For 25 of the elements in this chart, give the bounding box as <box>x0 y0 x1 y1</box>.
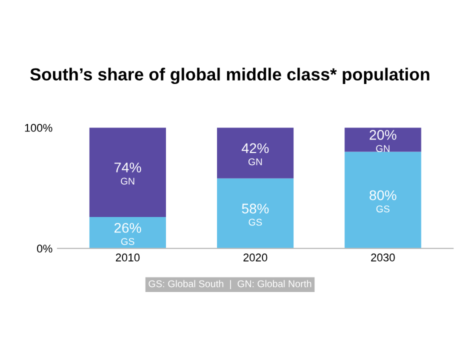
bar <box>217 178 294 248</box>
series-label: GS <box>121 238 134 245</box>
data-label: 42% <box>242 143 269 154</box>
bar <box>89 217 166 248</box>
y-tick-label: 100% <box>25 124 52 132</box>
bar <box>89 128 166 218</box>
text: GN <box>248 158 262 166</box>
chart-title: South’s share of global middle class* population <box>30 68 430 84</box>
data-label: 58% <box>242 204 269 214</box>
text: GN <box>120 178 134 185</box>
data-label: 26% <box>114 222 142 233</box>
x-tick-label: 2030 <box>371 254 395 262</box>
bar <box>217 128 294 178</box>
text: GS <box>248 218 262 226</box>
x-tick-label: 2010 <box>116 254 140 262</box>
bar <box>344 128 422 152</box>
bar <box>344 152 422 248</box>
data-label: 20% <box>370 130 396 140</box>
text: GS: Global South | GN: Global North <box>148 280 312 290</box>
text: GS <box>376 205 390 212</box>
data-label: 74% <box>114 162 142 172</box>
y-tick-label: 0% <box>37 244 52 253</box>
series-label: GN <box>376 145 390 152</box>
x-tick-label: 2020 <box>244 254 268 262</box>
data-label: 80% <box>370 190 396 200</box>
